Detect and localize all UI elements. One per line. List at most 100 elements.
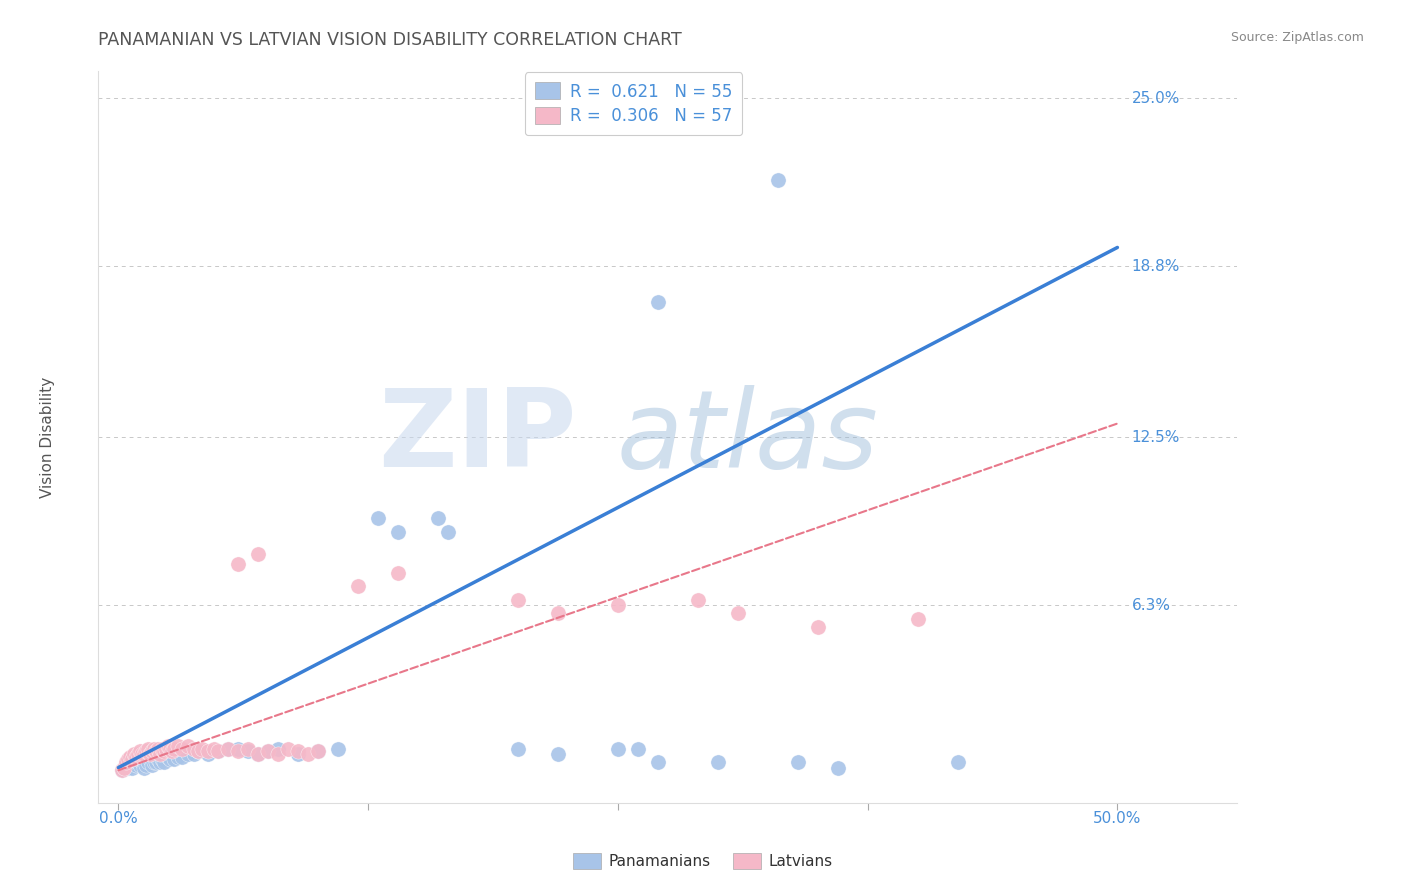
Point bbox=[547, 606, 569, 620]
Text: 6.3%: 6.3% bbox=[1132, 598, 1170, 613]
Text: 25.0%: 25.0% bbox=[1132, 91, 1180, 106]
Point bbox=[187, 744, 209, 758]
Point bbox=[117, 755, 139, 769]
Point bbox=[427, 511, 450, 525]
Text: 50.0%: 50.0% bbox=[1094, 811, 1142, 826]
Point bbox=[287, 747, 309, 761]
Point bbox=[163, 741, 186, 756]
Point bbox=[287, 744, 309, 758]
Point bbox=[159, 741, 181, 756]
Point bbox=[148, 752, 170, 766]
Point bbox=[167, 749, 190, 764]
Point bbox=[606, 741, 628, 756]
Point bbox=[707, 755, 730, 769]
Point bbox=[141, 757, 163, 772]
Point bbox=[307, 744, 329, 758]
Point bbox=[127, 747, 149, 761]
Point bbox=[387, 524, 409, 539]
Point bbox=[112, 761, 135, 775]
Point bbox=[191, 741, 214, 756]
Point bbox=[112, 761, 135, 775]
Point bbox=[141, 744, 163, 758]
Text: Vision Disability: Vision Disability bbox=[39, 376, 55, 498]
Point bbox=[172, 741, 194, 756]
Point bbox=[150, 752, 173, 766]
Point bbox=[159, 752, 181, 766]
Point bbox=[257, 744, 280, 758]
Point bbox=[167, 739, 190, 753]
Point bbox=[506, 592, 529, 607]
Point bbox=[177, 739, 200, 753]
Legend: R =  0.621   N = 55, R =  0.306   N = 57: R = 0.621 N = 55, R = 0.306 N = 57 bbox=[524, 72, 742, 136]
Point bbox=[437, 524, 460, 539]
Point bbox=[807, 620, 830, 634]
Point bbox=[217, 741, 239, 756]
Point bbox=[143, 741, 166, 756]
Point bbox=[134, 761, 156, 775]
Point bbox=[328, 741, 350, 756]
Text: PANAMANIAN VS LATVIAN VISION DISABILITY CORRELATION CHART: PANAMANIAN VS LATVIAN VISION DISABILITY … bbox=[98, 31, 682, 49]
Point bbox=[297, 747, 319, 761]
Point bbox=[547, 747, 569, 761]
Point bbox=[125, 757, 148, 772]
Point bbox=[117, 761, 139, 775]
Point bbox=[247, 747, 270, 761]
Point bbox=[139, 747, 162, 761]
Point bbox=[197, 744, 219, 758]
Point bbox=[139, 752, 162, 766]
Point bbox=[143, 755, 166, 769]
Point bbox=[257, 744, 280, 758]
Point bbox=[247, 747, 270, 761]
Point bbox=[187, 744, 209, 758]
Point bbox=[135, 757, 157, 772]
Point bbox=[131, 755, 153, 769]
Point bbox=[115, 755, 138, 769]
Point bbox=[162, 744, 184, 758]
Point bbox=[111, 764, 134, 778]
Point bbox=[145, 744, 167, 758]
Point bbox=[153, 755, 176, 769]
Point bbox=[226, 558, 249, 572]
Point bbox=[647, 755, 669, 769]
Point bbox=[238, 741, 260, 756]
Point bbox=[120, 749, 142, 764]
Point bbox=[307, 744, 329, 758]
Point bbox=[197, 747, 219, 761]
Point bbox=[145, 755, 167, 769]
Text: 12.5%: 12.5% bbox=[1132, 430, 1180, 444]
Point bbox=[367, 511, 389, 525]
Point bbox=[129, 744, 152, 758]
Point bbox=[150, 741, 173, 756]
Point bbox=[121, 752, 143, 766]
Point bbox=[267, 747, 290, 761]
Point bbox=[606, 598, 628, 612]
Point bbox=[686, 592, 709, 607]
Point bbox=[138, 741, 160, 756]
Point bbox=[163, 752, 186, 766]
Point bbox=[155, 741, 177, 756]
Point bbox=[786, 755, 808, 769]
Point bbox=[267, 741, 290, 756]
Point bbox=[115, 757, 138, 772]
Point bbox=[177, 747, 200, 761]
Point bbox=[135, 744, 157, 758]
Point bbox=[127, 755, 149, 769]
Point bbox=[121, 761, 143, 775]
Point bbox=[124, 755, 146, 769]
Point bbox=[347, 579, 370, 593]
Point bbox=[766, 172, 789, 186]
Point bbox=[149, 747, 172, 761]
Point bbox=[138, 755, 160, 769]
Point bbox=[387, 566, 409, 580]
Point bbox=[727, 606, 749, 620]
Point bbox=[202, 741, 225, 756]
Point bbox=[153, 744, 176, 758]
Point bbox=[172, 749, 194, 764]
Point bbox=[907, 611, 929, 625]
Point bbox=[217, 741, 239, 756]
Legend: Panamanians, Latvians: Panamanians, Latvians bbox=[567, 847, 839, 875]
Point bbox=[183, 747, 205, 761]
Point bbox=[148, 741, 170, 756]
Text: 0.0%: 0.0% bbox=[98, 811, 138, 826]
Point bbox=[124, 747, 146, 761]
